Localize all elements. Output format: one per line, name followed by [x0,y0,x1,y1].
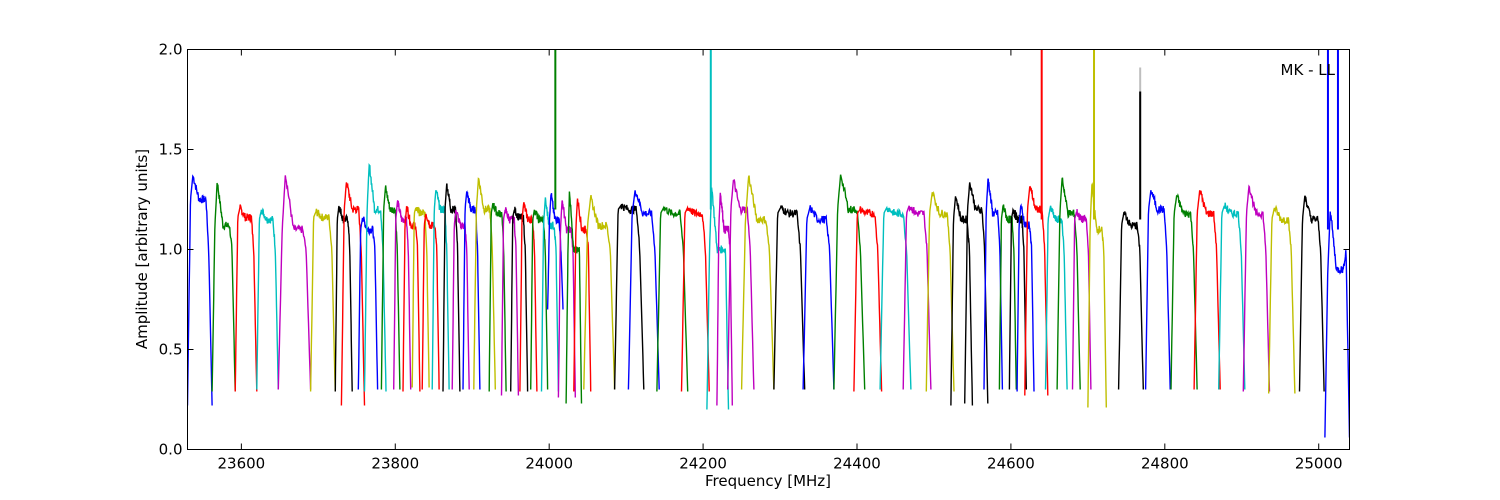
y-tick-label: 0.0 [159,441,183,459]
x-tick-label: 23600 [218,455,266,473]
series-segment-48 [964,182,989,404]
series-segment-6 [309,208,336,392]
chart-annotation: MK - LL [1281,61,1336,79]
x-tick-label: 23800 [371,455,419,473]
series-segment-11 [380,185,401,390]
series-segment-54 [1044,205,1068,390]
series-segment-13 [402,205,421,392]
series-segment-58 [1117,211,1144,390]
y-axis-label: Amplitude [arbitrary units] [133,149,151,349]
series-segment-33 [627,190,660,390]
series-segment-35 [680,205,710,392]
x-tick-label: 24400 [833,455,881,473]
series-segment-4 [256,207,279,390]
series-segment-65 [1298,195,1325,392]
series-segment-66 [1324,211,1350,438]
series-segment-23 [510,206,529,392]
series-segment-29 [565,191,583,404]
series-segment-61 [1193,190,1221,390]
series-segment-18 [451,209,470,390]
series-segment-39 [740,175,775,390]
series-segment-20 [473,177,496,390]
series-segment-46 [925,190,955,392]
series-segment-55 [1056,177,1081,390]
series-layer [187,49,1350,438]
series-segment-34 [656,205,689,392]
series-segment-62 [1218,202,1246,390]
x-tick-label: 24200 [679,455,727,473]
series-segment-47 [950,196,974,406]
series-segment-14 [411,206,430,388]
y-tick-label: 2.0 [159,41,183,59]
series-segment-28 [557,200,576,398]
y-tick-label: 0.5 [159,341,183,359]
series-segment-64 [1268,204,1296,394]
x-tick-label: 24000 [525,455,573,473]
y-tick-label: 1.0 [159,241,183,259]
series-segment-41 [802,205,835,390]
x-tick-label: 24600 [987,455,1035,473]
series-segment-45 [902,205,932,390]
series-segment-1 [187,174,213,406]
series-segment-16 [431,190,450,390]
series-segment-25 [530,209,549,390]
y-tick-label: 1.5 [159,141,183,159]
series-segment-42 [833,174,866,390]
series-segment-60 [1170,193,1198,390]
x-axis-label: Frequency [MHz] [705,472,831,490]
x-tick-label: 24800 [1141,455,1189,473]
series-segment-3 [234,204,258,392]
series-segment-32 [613,203,645,390]
series-segment-10 [363,163,387,392]
series-segment-24 [519,202,538,392]
series-segment-51 [1008,207,1027,390]
series-segment-40 [773,205,806,390]
series-segment-53 [1024,185,1049,396]
series-segment-2 [211,182,236,392]
series-segment-9 [357,216,379,390]
series-segment-22 [500,207,520,396]
series-segment-15 [421,213,440,390]
series-segment-38 [727,179,755,390]
series-segment-8 [340,182,366,406]
series-segment-19 [462,190,481,390]
series-segment-17 [442,183,461,392]
series-segment-50 [998,204,1017,390]
tick-layer: 23600 23800 24000 24200 24400 24600 24800 25000… [159,41,1350,473]
series-segment-30 [573,198,592,392]
series-segment-43 [853,206,883,392]
series-segment-57 [1087,182,1107,408]
series-segment-12 [393,200,412,390]
axes-frame [187,49,1350,450]
series-segment-59 [1144,190,1171,390]
series-segment-5 [277,175,312,390]
series-segment-56 [1071,209,1092,390]
series-segment-36 [706,187,730,410]
series-segment-63 [1242,184,1271,392]
series-segment-31 [583,194,616,390]
x-tick-label: 25000 [1295,455,1343,473]
series-segment-49 [983,178,1004,390]
series-segment-52 [1016,203,1035,392]
